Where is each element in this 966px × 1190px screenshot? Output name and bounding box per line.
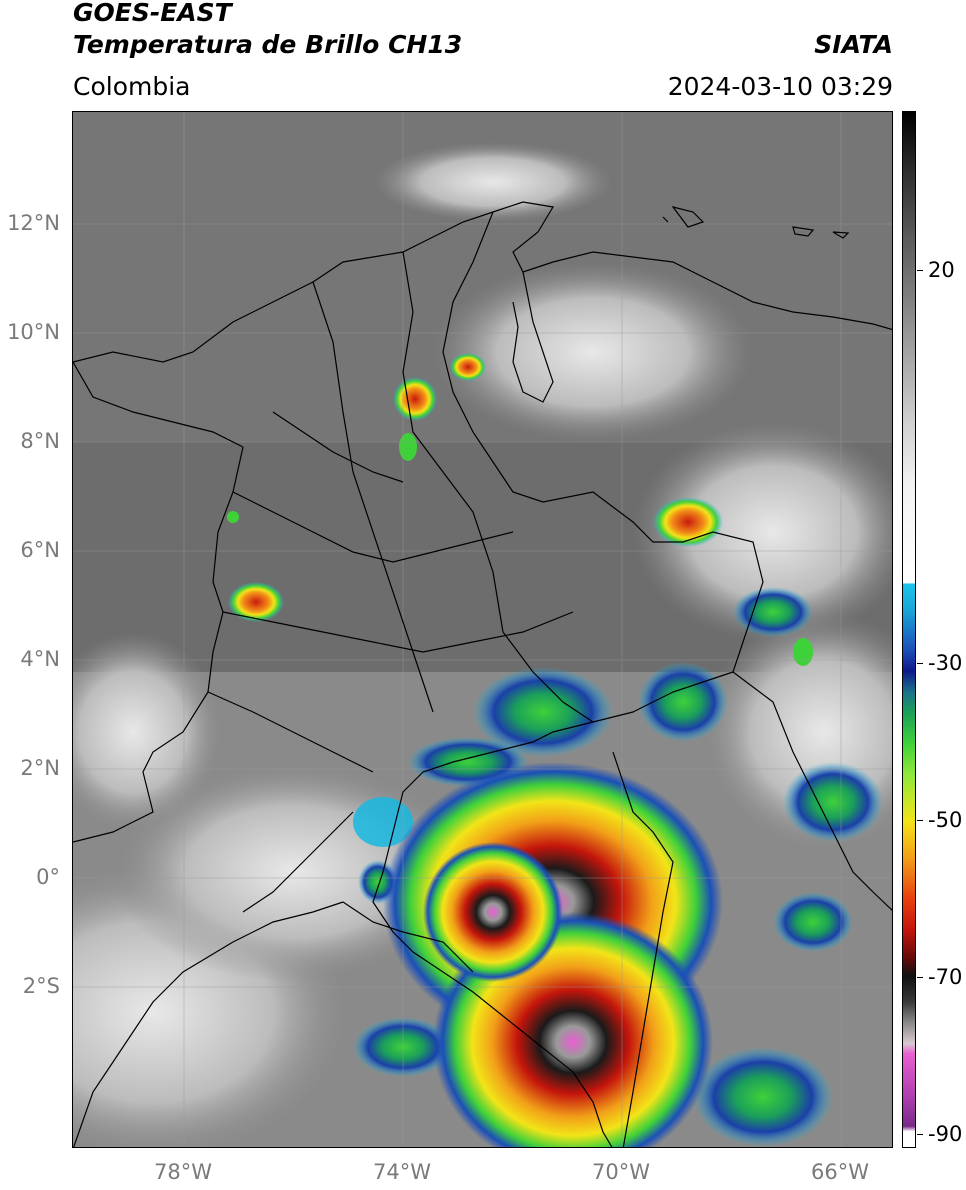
lat-label-8n: 8°N (20, 429, 60, 453)
temperature-colorbar (902, 111, 916, 1148)
lon-label-70w: 70°W (592, 1160, 650, 1184)
lon-label-78w: 78°W (154, 1160, 212, 1184)
timestamp-label: 2024-03-10 03:29 (667, 72, 893, 101)
product-title: Temperatura de Brillo CH13 (73, 30, 463, 59)
lat-label-10n: 10°N (7, 320, 60, 344)
lat-label-2n: 2°N (20, 756, 60, 780)
colorbar-label-minus50: -50 (928, 808, 963, 832)
colorbar-label-minus90: -90 (928, 1122, 963, 1146)
lon-label-66w: 66°W (811, 1160, 869, 1184)
lat-label-2s: 2°S (22, 974, 60, 998)
colorbar-label-minus30: -30 (928, 651, 963, 675)
lat-label-0: 0° (36, 865, 60, 889)
lat-label-4n: 4°N (20, 647, 60, 671)
colorbar-label-minus70: -70 (928, 965, 963, 989)
region-label: Colombia (73, 72, 191, 101)
satellite-title: GOES-EAST (73, 0, 232, 27)
lon-label-74w: 74°W (373, 1160, 431, 1184)
boundaries (73, 201, 892, 1147)
lat-label-6n: 6°N (20, 538, 60, 562)
agency-label: SIATA (814, 30, 893, 59)
map-canvas (73, 112, 892, 1147)
satellite-map[interactable] (72, 111, 893, 1148)
colorbar-label-20: 20 (928, 258, 955, 282)
lat-label-12n: 12°N (7, 211, 60, 235)
